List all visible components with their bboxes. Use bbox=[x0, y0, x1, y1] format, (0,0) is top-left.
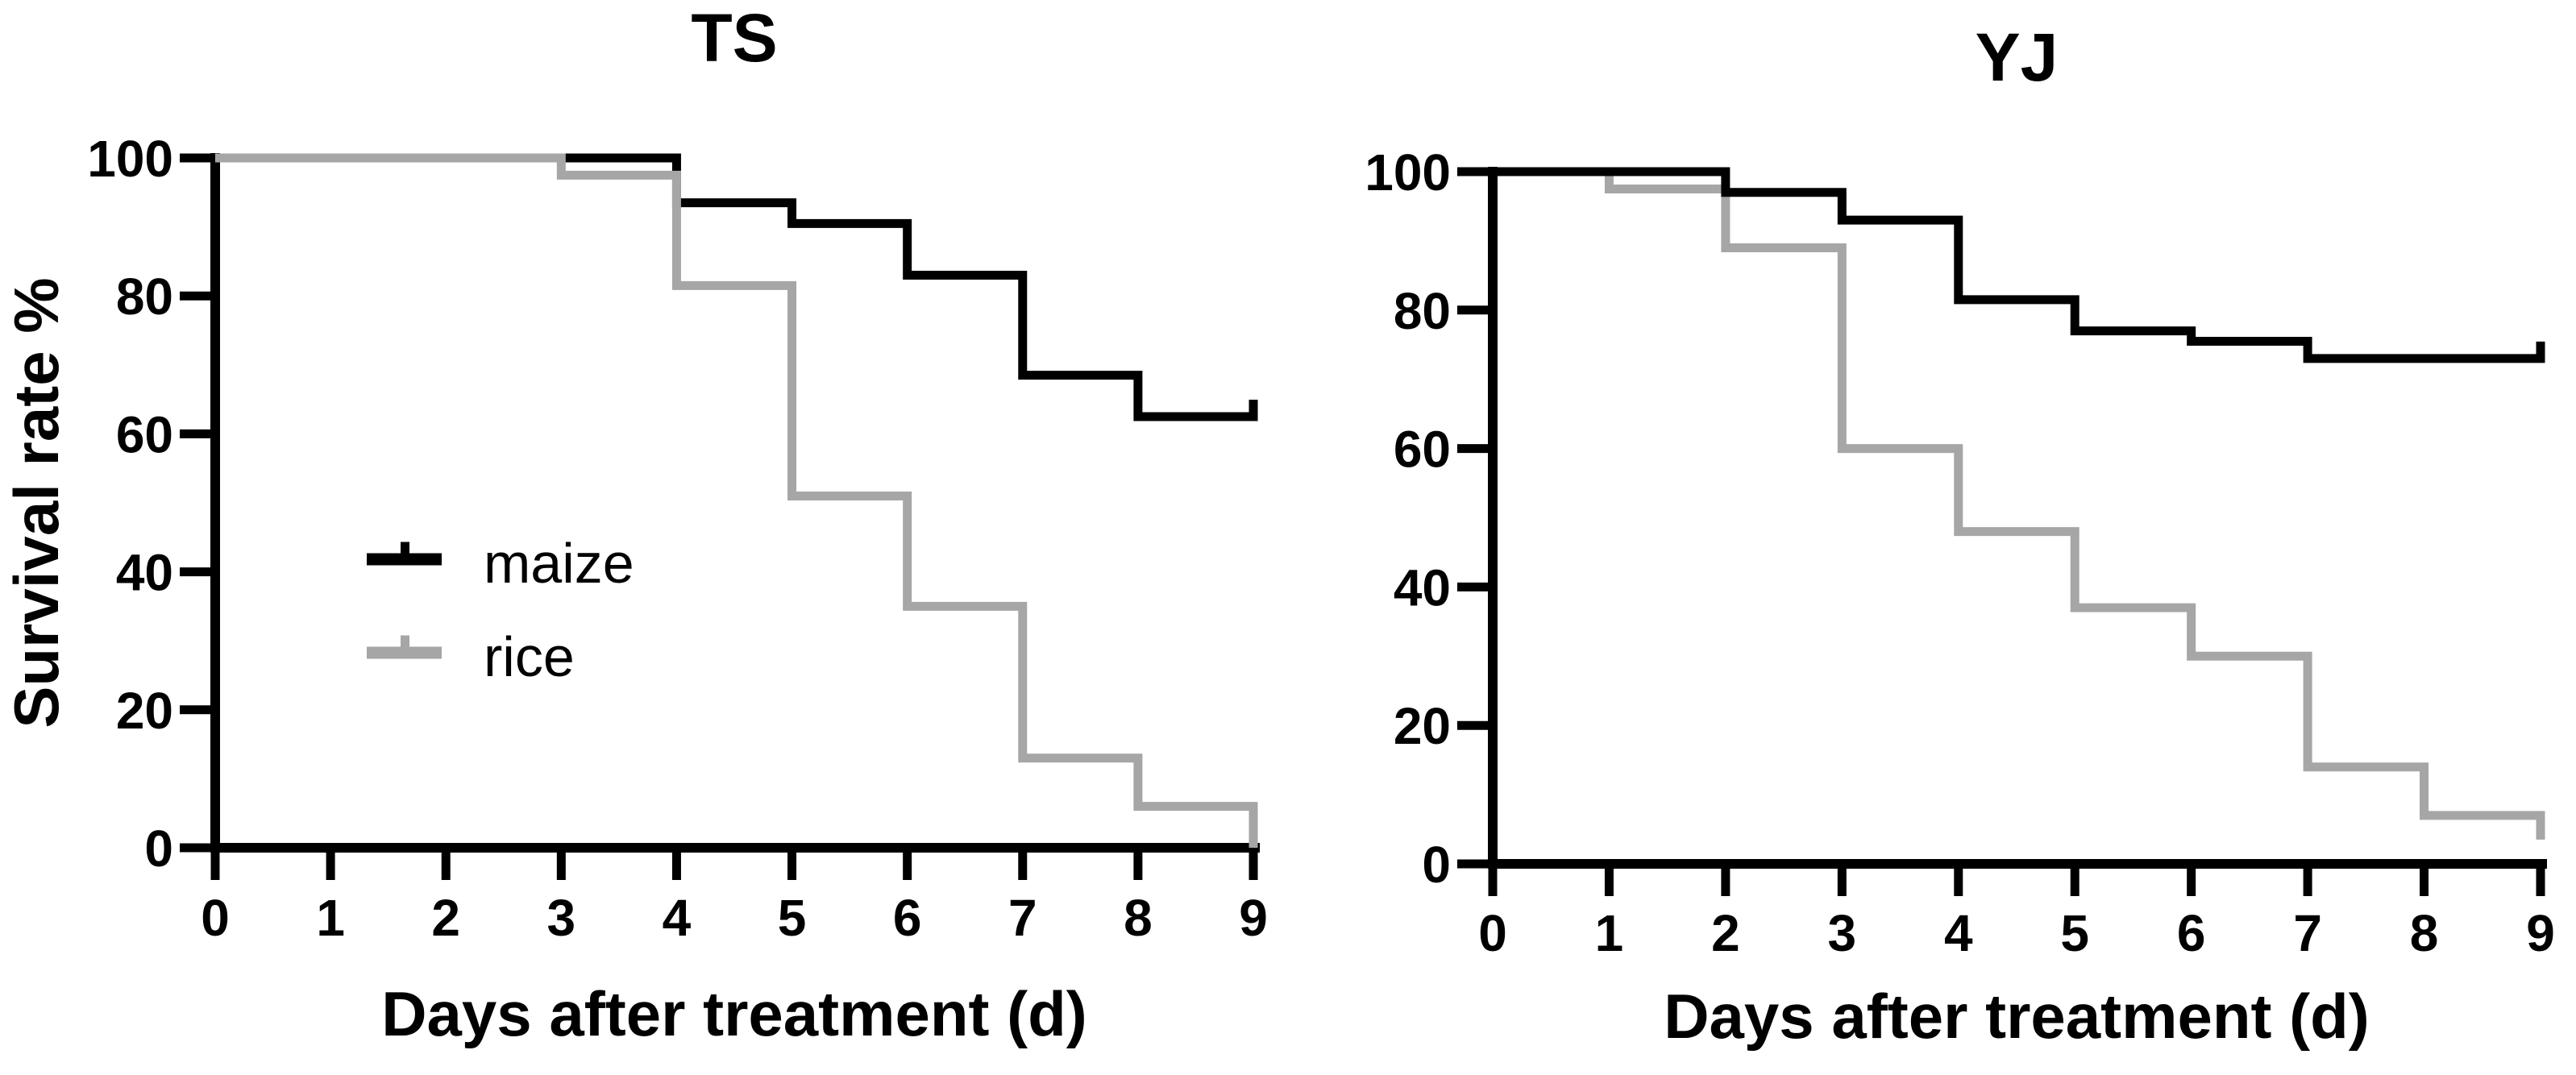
panel-TS: 0 1 2 3 4 5 6 7 8 9 0 20 40 60 80 100 TS Days after treat… bbox=[1, 0, 1268, 1049]
x-tick-label-5: 5 bbox=[778, 889, 807, 947]
x-tick-label-3: 3 bbox=[547, 889, 576, 947]
legend-label: rice bbox=[484, 625, 575, 688]
x-tick-label-0: 0 bbox=[201, 889, 230, 947]
legend-line-icon bbox=[367, 553, 442, 566]
x-tick-label-9: 9 bbox=[2526, 904, 2555, 962]
legend-line-icon bbox=[367, 646, 442, 659]
y-tick-label-100: 100 bbox=[87, 130, 173, 188]
y-tick-label-40: 40 bbox=[116, 544, 173, 602]
x-tick-label-1: 1 bbox=[316, 889, 345, 947]
x-tick-label-3: 3 bbox=[1828, 904, 1857, 962]
legend-label: maize bbox=[484, 532, 634, 595]
y-axis-label: Survival rate % bbox=[1, 277, 72, 728]
y-tick-label-0: 0 bbox=[1422, 836, 1451, 894]
x-tick-label-6: 6 bbox=[2177, 904, 2206, 962]
series-rice-curve bbox=[215, 153, 1258, 848]
x-tick-label-2: 2 bbox=[1711, 904, 1740, 962]
y-tick-label-100: 100 bbox=[1365, 143, 1451, 201]
x-tick-label-8: 8 bbox=[2410, 904, 2439, 962]
x-tick-label-2: 2 bbox=[431, 889, 460, 947]
legend-tick-icon bbox=[401, 635, 409, 650]
x-tick-label-9: 9 bbox=[1239, 889, 1268, 947]
panel-YJ: 0 1 2 3 4 5 6 7 8 9 0 20 40 60 80 100 YJ Days after treat… bbox=[1365, 19, 2555, 1052]
x-tick-label-7: 7 bbox=[1008, 889, 1037, 947]
y-tick-label-80: 80 bbox=[116, 268, 173, 326]
legend-tick-icon bbox=[401, 542, 409, 557]
x-tick-label-4: 4 bbox=[1944, 904, 1973, 962]
y-tick-label-40: 40 bbox=[1394, 558, 1451, 616]
y-tick-label-0: 0 bbox=[144, 820, 173, 878]
x-tick-label-8: 8 bbox=[1124, 889, 1153, 947]
y-tick-label-60: 60 bbox=[1394, 421, 1451, 479]
x-tick-label-7: 7 bbox=[2293, 904, 2322, 962]
x-tick-label-0: 0 bbox=[1478, 904, 1507, 962]
x-tick-label-6: 6 bbox=[893, 889, 922, 947]
y-tick-label-60: 60 bbox=[116, 405, 173, 463]
panel-title-TS: TS bbox=[691, 0, 777, 76]
x-tick-label-4: 4 bbox=[663, 889, 692, 947]
y-tick-label-80: 80 bbox=[1394, 282, 1451, 340]
series-maize-curve bbox=[1493, 167, 2545, 363]
x-tick-label-5: 5 bbox=[2060, 904, 2089, 962]
panel-title-YJ: YJ bbox=[1976, 19, 2059, 95]
y-tick-label-20: 20 bbox=[1394, 697, 1451, 755]
x-tick-label-1: 1 bbox=[1595, 904, 1624, 962]
y-tick-label-20: 20 bbox=[116, 682, 173, 740]
legend-item-rice: rice bbox=[367, 625, 575, 688]
series-rice-curve bbox=[1493, 167, 2545, 840]
legend-item-maize: maize bbox=[367, 532, 634, 595]
x-axis-label: Days after treatment (d) bbox=[1664, 981, 2370, 1052]
x-axis-label: Days after treatment (d) bbox=[381, 978, 1087, 1049]
